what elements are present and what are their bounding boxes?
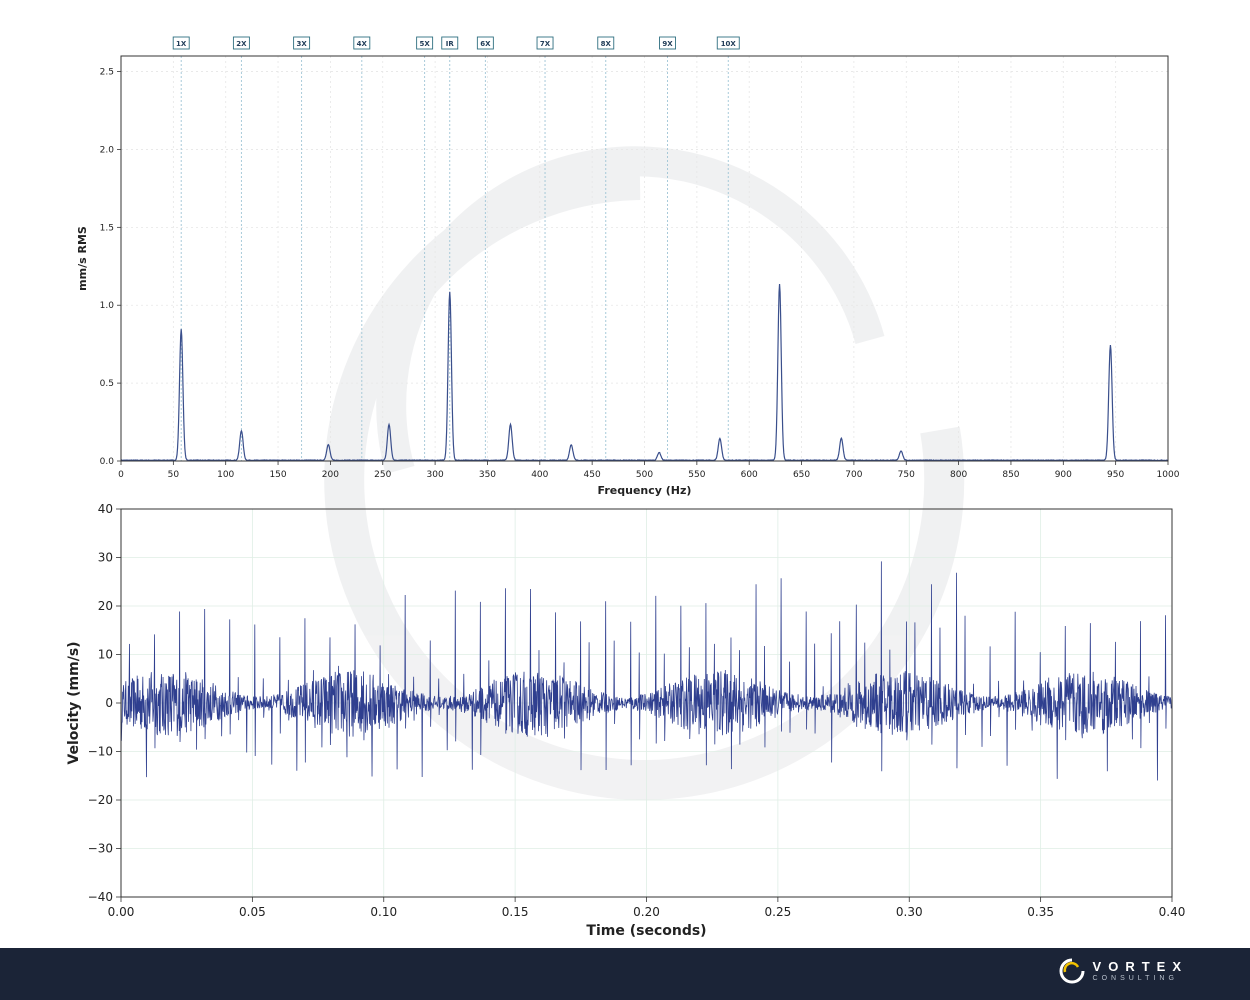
- spectrum-x-tick-label: 850: [1002, 470, 1019, 480]
- harmonic-marker-8x: 8X: [597, 36, 615, 461]
- spectrum-x-tick-label: 750: [898, 470, 915, 480]
- harmonic-marker-5x: 5X: [416, 36, 434, 461]
- brand-name: VORTEX: [1092, 958, 1188, 974]
- harmonic-marker-label: 6X: [480, 40, 491, 48]
- spectrum-x-axis-label: Frequency (Hz): [598, 484, 692, 497]
- waveform-y-tick-label: 10: [98, 648, 113, 662]
- spectrum-y-ticks: 0.0 0.5 1.0 1.5 2.0 2.5: [100, 68, 121, 467]
- spectrum-y-tick-label: 2.0: [100, 145, 115, 155]
- waveform-x-tick-label: 0.10: [370, 905, 397, 919]
- waveform-x-tick-label: 0.05: [239, 905, 266, 919]
- spectrum-x-tick-label: 400: [531, 470, 548, 480]
- waveform-x-tick-label: 0.20: [633, 905, 660, 919]
- waveform-series-line: [120, 561, 1172, 781]
- harmonic-marker-10x: 10X: [716, 36, 740, 461]
- harmonic-marker-label: 9X: [662, 40, 673, 48]
- spectrum-y-tick-label: 2.5: [100, 68, 114, 78]
- harmonic-marker-9x: 9X: [659, 36, 676, 461]
- vortex-swirl-icon: [1059, 958, 1085, 984]
- waveform-x-axis-label: Time (seconds): [586, 923, 706, 939]
- spectrum-x-tick-label: 50: [168, 470, 180, 480]
- spectrum-x-tick-label: 200: [322, 470, 339, 480]
- spectrum-x-tick-label: 800: [950, 470, 967, 480]
- waveform-x-tick-label: 0.35: [1027, 905, 1054, 919]
- harmonic-marker-label: 4X: [357, 40, 368, 48]
- harmonic-marker-2x: 2X: [232, 36, 250, 461]
- harmonic-marker-label: 1X: [176, 40, 187, 48]
- harmonic-marker-box: [597, 36, 615, 50]
- waveform-x-tick-label: 0.00: [108, 905, 135, 919]
- spectrum-chart: 1X 2X 3X 4X 5X IR 6X 7X 8X 9X 10X 0 50 100 150 200 250 3…: [76, 36, 1180, 497]
- harmonic-marker-box: [293, 36, 311, 50]
- harmonic-marker-box: [536, 36, 554, 50]
- spectrum-y-tick-label: 1.5: [100, 223, 114, 233]
- spectrum-x-tick-label: 900: [1055, 470, 1072, 480]
- spectrum-x-tick-label: 250: [374, 470, 391, 480]
- harmonic-marker-4x: 4X: [353, 36, 371, 461]
- spectrum-x-tick-label: 150: [269, 470, 286, 480]
- waveform-x-tick-label: 0.30: [896, 905, 923, 919]
- harmonic-marker-box: [441, 36, 459, 50]
- harmonic-markers: 1X 2X 3X 4X 5X IR 6X 7X 8X 9X 10X: [172, 36, 740, 461]
- waveform-y-tick-label: −40: [88, 890, 113, 904]
- spectrum-y-axis-label: mm/s RMS: [76, 226, 89, 291]
- waveform-x-ticks: 0.00 0.05 0.10 0.15 0.20 0.25 0.30 0.35 0.40: [108, 897, 1186, 919]
- spectrum-gridlines: [120, 56, 1169, 462]
- harmonic-marker-3x: 3X: [293, 36, 311, 461]
- spectrum-y-tick-label: 0.5: [100, 379, 114, 389]
- spectrum-series-line: [120, 284, 1169, 462]
- harmonic-marker-label: 8X: [601, 40, 612, 48]
- spectrum-x-tick-label: 950: [1107, 470, 1124, 480]
- harmonic-marker-label: 3X: [296, 40, 307, 48]
- spectrum-x-tick-label: 700: [845, 470, 862, 480]
- harmonic-marker-box: [659, 36, 676, 50]
- harmonic-marker-box: [416, 36, 434, 50]
- spectrum-x-tick-label: 600: [741, 470, 758, 480]
- footer-bar: VORTEX CONSULTING: [0, 948, 1250, 1000]
- spectrum-x-tick-label: 0: [118, 470, 124, 480]
- spectrum-x-tick-label: 300: [427, 470, 444, 480]
- harmonic-marker-label: 7X: [540, 40, 551, 48]
- waveform-y-tick-label: −10: [88, 745, 113, 759]
- harmonic-marker-label: 5X: [419, 40, 430, 48]
- harmonic-marker-ir: IR: [441, 36, 459, 461]
- harmonic-marker-box: [232, 36, 250, 50]
- harmonic-marker-box: [353, 36, 371, 50]
- chart-figure: 1X 2X 3X 4X 5X IR 6X 7X 8X 9X 10X 0 50 100 150 200 250 3…: [66, 36, 1185, 939]
- harmonic-marker-label: 2X: [236, 40, 247, 48]
- waveform-y-ticks: −40 −30 −20 −10 0 10 20 30 40: [88, 502, 121, 904]
- harmonic-marker-1x: 1X: [172, 36, 190, 461]
- waveform-y-axis-label: Velocity (mm/s): [66, 641, 82, 764]
- harmonic-marker-box: [172, 36, 190, 50]
- harmonic-marker-label: 10X: [721, 40, 737, 48]
- spectrum-x-tick-label: 350: [479, 470, 496, 480]
- waveform-y-tick-label: 40: [98, 502, 113, 516]
- spectrum-x-tick-label: 500: [636, 470, 653, 480]
- harmonic-marker-box: [716, 36, 740, 50]
- harmonic-marker-7x: 7X: [536, 36, 554, 461]
- waveform-chart: 0.00 0.05 0.10 0.15 0.20 0.25 0.30 0.35 0.40 −40…: [66, 502, 1185, 939]
- harmonic-marker-6x: 6X: [476, 36, 494, 461]
- harmonic-marker-label: IR: [446, 40, 455, 48]
- brand-logo: VORTEX CONSULTING: [1059, 958, 1188, 984]
- harmonic-marker-box: [476, 36, 494, 50]
- waveform-y-tick-label: 30: [98, 551, 113, 565]
- waveform-y-tick-label: −30: [88, 842, 113, 856]
- brand-tagline: CONSULTING: [1092, 974, 1178, 982]
- spectrum-y-tick-label: 1.0: [100, 301, 115, 311]
- waveform-x-tick-label: 0.25: [765, 905, 792, 919]
- waveform-x-tick-label: 0.15: [502, 905, 529, 919]
- spectrum-x-ticks: 0 50 100 150 200 250 300 350 400 450 500 550 600 650 7…: [118, 461, 1180, 480]
- waveform-y-tick-label: −20: [88, 793, 113, 807]
- waveform-y-tick-label: 20: [98, 599, 113, 613]
- spectrum-x-tick-label: 550: [688, 470, 705, 480]
- spectrum-x-tick-label: 650: [793, 470, 810, 480]
- spectrum-x-tick-label: 1000: [1157, 470, 1180, 480]
- spectrum-y-tick-label: 0.0: [100, 457, 115, 467]
- spectrum-x-tick-label: 100: [217, 470, 234, 480]
- waveform-y-tick-label: 0: [105, 696, 113, 710]
- spectrum-x-tick-label: 450: [584, 470, 601, 480]
- waveform-x-tick-label: 0.40: [1159, 905, 1186, 919]
